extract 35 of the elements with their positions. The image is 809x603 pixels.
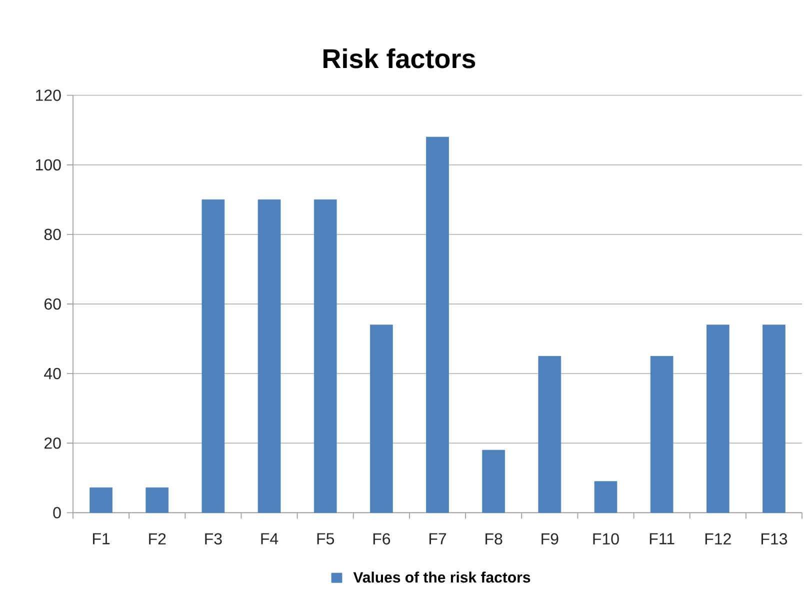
- bar: [314, 199, 337, 513]
- bar: [482, 450, 505, 513]
- y-tick-label: 60: [44, 298, 61, 310]
- x-tick-label: F10: [593, 533, 619, 545]
- bar: [594, 481, 618, 513]
- x-tick-label: F11: [650, 533, 674, 544]
- x-tick-label: F8: [486, 533, 502, 545]
- x-tick-label: F6: [373, 533, 390, 545]
- bar: [370, 324, 393, 513]
- y-tick-label: 20: [44, 437, 61, 449]
- x-tick-label: F5: [317, 533, 334, 544]
- x-tick-label: F12: [705, 533, 731, 544]
- bar: [202, 199, 225, 513]
- bar: [426, 136, 449, 513]
- x-tick-label: F1: [93, 533, 110, 544]
- y-tick-label: 40: [44, 368, 61, 380]
- bar: [650, 356, 674, 513]
- y-tick-label: 120: [36, 90, 61, 101]
- bar: [706, 324, 730, 513]
- x-tick-label: F2: [149, 533, 166, 544]
- bar: [538, 356, 562, 513]
- chart-title: Risk factors: [324, 48, 476, 68]
- x-tick-label: F13: [761, 533, 788, 545]
- x-tick-label: F3: [205, 533, 222, 545]
- bar: [90, 487, 112, 513]
- bar: [258, 199, 281, 513]
- x-tick-label: F4: [261, 533, 278, 544]
- y-tick-label: 100: [36, 159, 61, 171]
- bar: [146, 487, 169, 513]
- bar: [762, 324, 786, 513]
- y-tick-label: 80: [44, 228, 61, 240]
- x-tick-label: F7: [429, 533, 446, 544]
- legend-label: Values of the risk factors: [353, 572, 530, 583]
- y-tick-label: 0: [53, 507, 61, 518]
- x-tick-label: F9: [542, 533, 558, 545]
